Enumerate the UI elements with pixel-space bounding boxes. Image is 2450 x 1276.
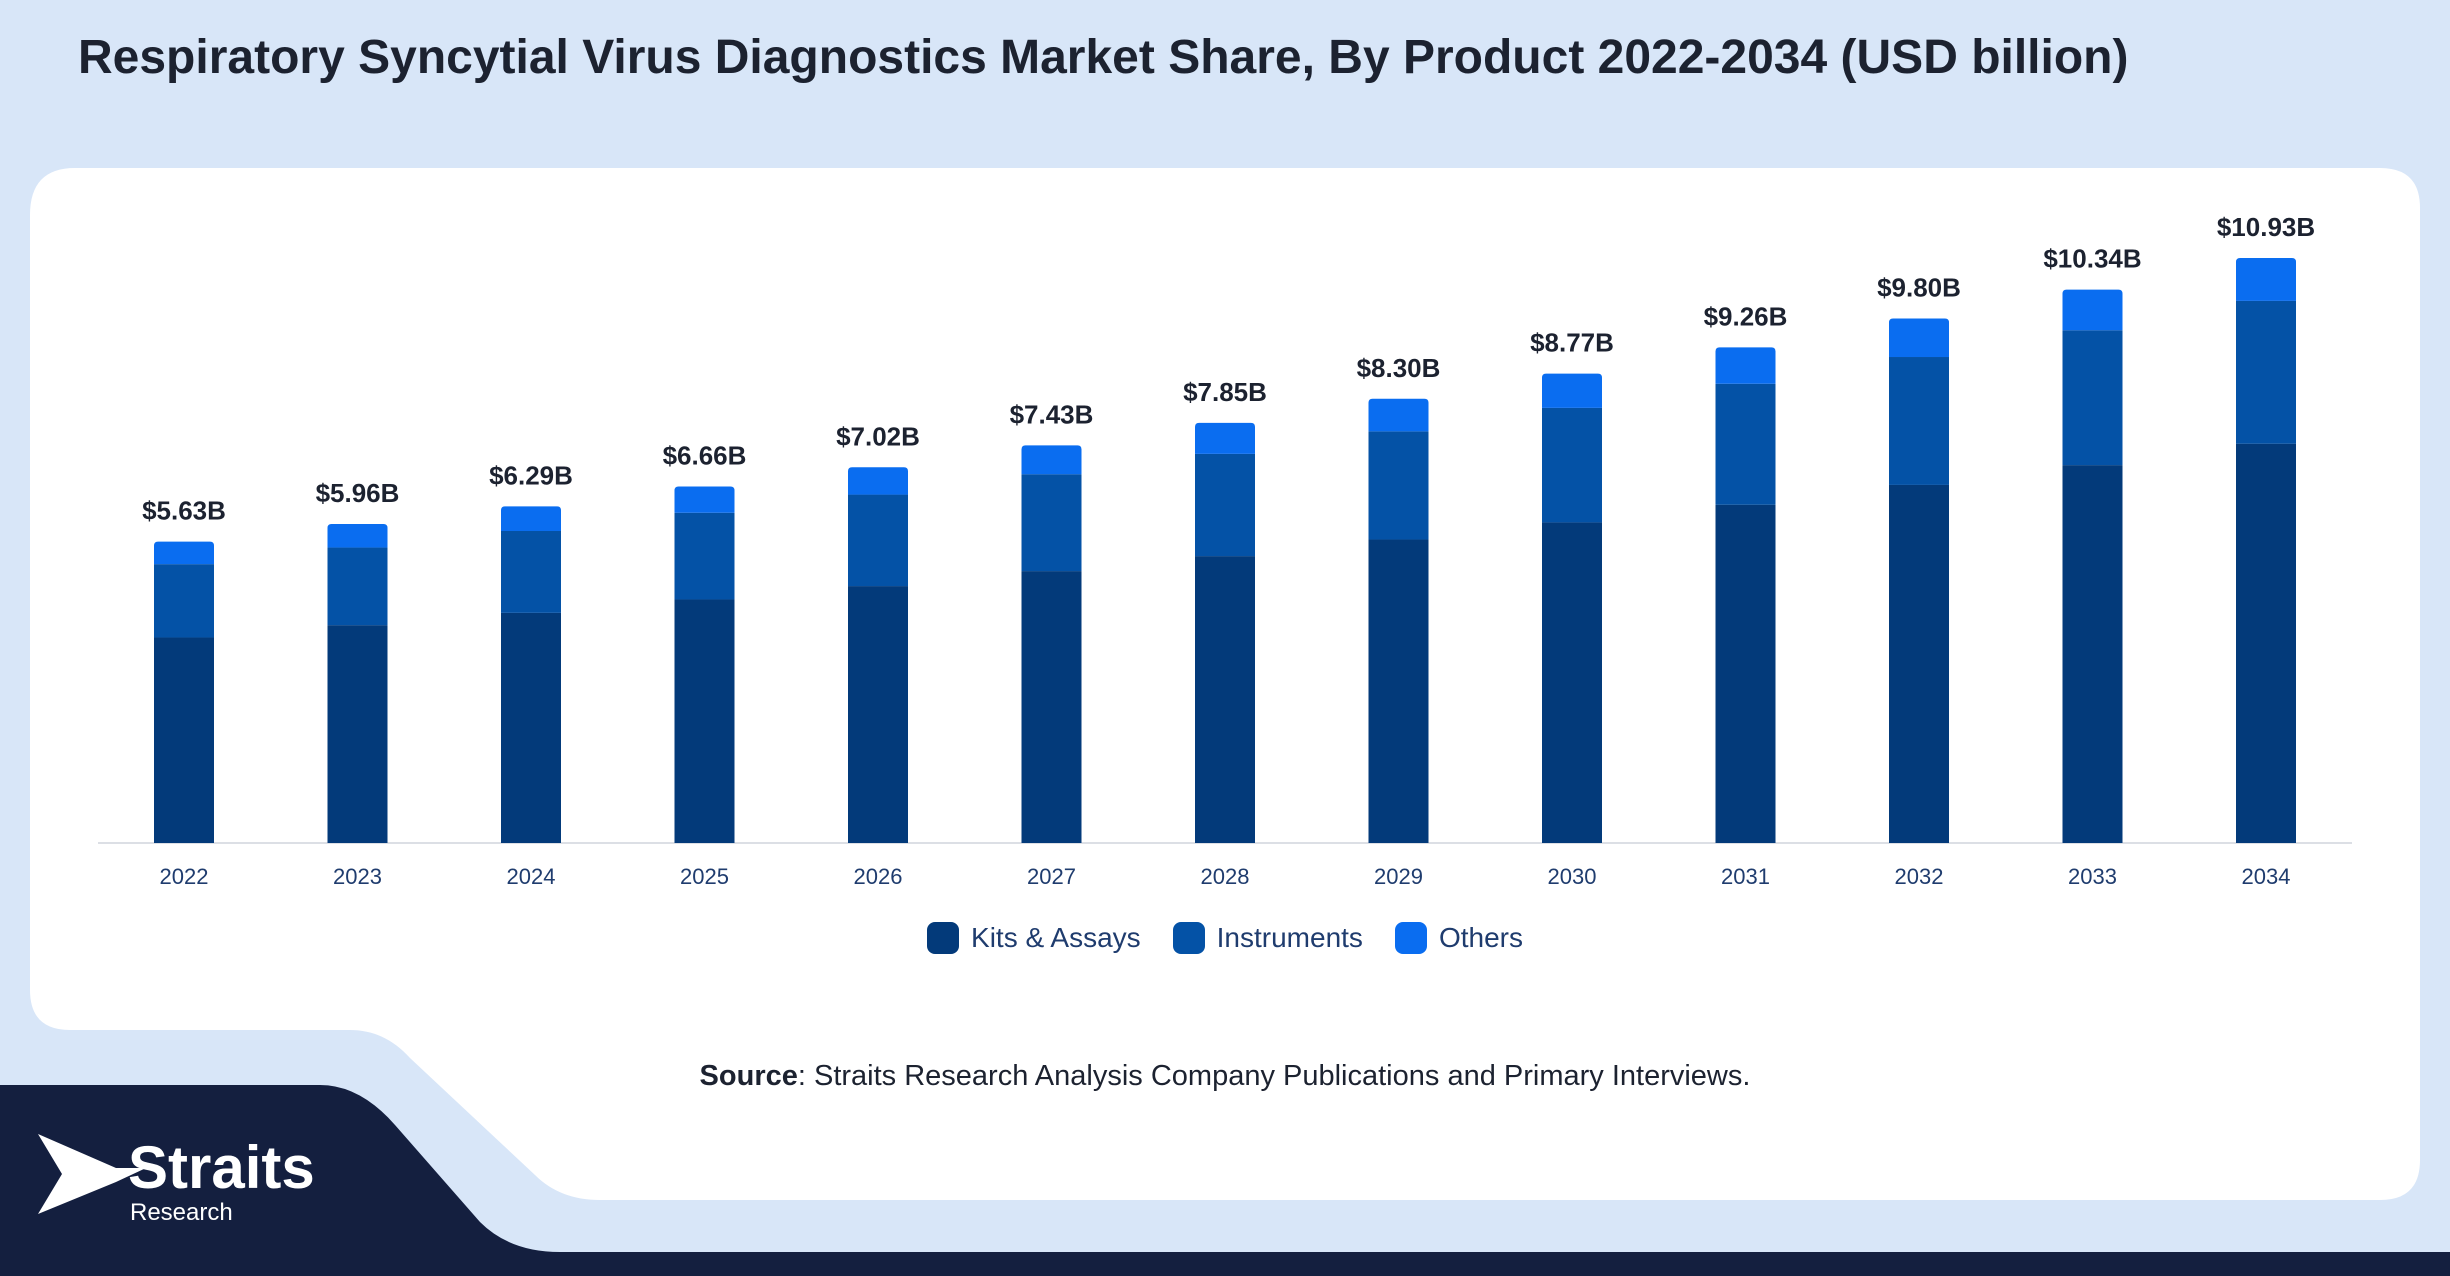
bar-segment	[327, 524, 388, 548]
logo-subtext: Research	[130, 1199, 233, 1226]
x-tick-label: 2026	[854, 864, 903, 889]
bar-segment	[1889, 318, 1949, 358]
bar-segment	[674, 486, 735, 513]
bar-segment	[501, 530, 561, 613]
bar-segment	[1715, 347, 1776, 384]
legend-swatch	[1172, 922, 1205, 954]
legend-label: Kits & Assays	[971, 922, 1141, 953]
bar-segment	[1542, 522, 1602, 843]
bar-segment	[1368, 398, 1429, 432]
bar-segment	[2236, 300, 2296, 444]
bar-total-label: $6.66B	[663, 441, 747, 471]
bar-segment	[2062, 289, 2123, 331]
x-tick-label: 2023	[333, 864, 382, 889]
x-tick-label: 2024	[507, 864, 556, 889]
bar-total-label: $5.96B	[316, 478, 400, 508]
legend-label: Others	[1438, 922, 1523, 953]
bar-segment	[154, 564, 214, 638]
bar-segment	[154, 637, 214, 843]
legend-item: Instruments	[1172, 922, 1363, 954]
bar-segment	[154, 541, 214, 565]
bar-segment	[1195, 556, 1255, 843]
legend-item: Others	[1394, 922, 1523, 954]
legend-swatch	[927, 922, 960, 954]
bar-segment	[848, 467, 908, 495]
bar-total-label: $7.02B	[836, 421, 920, 451]
bar-segment	[2062, 465, 2123, 843]
bar-segment	[1021, 474, 1082, 572]
bar-segment	[1542, 373, 1602, 408]
x-tick-label: 2034	[2242, 864, 2291, 889]
bar-segment	[848, 494, 908, 587]
bar-segment	[674, 599, 735, 843]
bar-total-label: $10.93B	[2217, 212, 2315, 242]
bar-segment	[1195, 422, 1255, 454]
x-tick-label: 2027	[1027, 864, 1076, 889]
bar-total-label: $9.80B	[1877, 272, 1961, 302]
bar-total-label: $7.85B	[1183, 377, 1267, 407]
bar-segment	[1368, 431, 1429, 540]
x-tick-label: 2032	[1895, 864, 1944, 889]
bar-segment	[327, 547, 388, 626]
logo-arrow-icon	[38, 1134, 146, 1214]
bar-segment	[501, 612, 561, 843]
bar-segment	[1542, 407, 1602, 523]
bar-segment	[1368, 539, 1429, 843]
x-tick-label: 2029	[1374, 864, 1423, 889]
bar-segment	[1889, 357, 1949, 485]
legend-item: Kits & Assays	[927, 922, 1141, 954]
chart-title: Respiratory Syncytial Virus Diagnostics …	[78, 31, 2129, 84]
bar-segment	[674, 512, 735, 600]
bar-segment	[2062, 330, 2123, 466]
bar-segment	[1889, 484, 1949, 843]
bar-segment	[1195, 453, 1255, 557]
bar-segment	[1021, 445, 1082, 475]
source-note: Source: Straits Research Analysis Compan…	[0, 1060, 2450, 1093]
bar-total-label: $9.26B	[1704, 301, 1788, 331]
bar-segment	[2236, 443, 2296, 843]
bar-segment	[1021, 571, 1082, 843]
logo-wordmark: Straits	[128, 1134, 315, 1201]
x-tick-label: 2030	[1548, 864, 1597, 889]
source-label: Source	[699, 1060, 798, 1092]
footer-dark-band	[0, 1085, 2450, 1276]
bar-segment	[848, 586, 908, 843]
bar-total-label: $7.43B	[1010, 399, 1094, 429]
bar-segment	[501, 506, 561, 531]
straits-research-logo: Straits Research	[38, 1134, 315, 1226]
x-tick-label: 2025	[680, 864, 729, 889]
bar-segment	[2236, 258, 2296, 301]
legend-swatch	[1394, 922, 1427, 954]
legend-label: Instruments	[1216, 922, 1363, 953]
chart-legend: Kits & Assays Instruments Others	[0, 922, 2450, 954]
bar-total-label: $5.63B	[142, 496, 226, 526]
bar-total-label: $6.29B	[489, 460, 573, 490]
bar-total-label: $8.77B	[1530, 328, 1614, 358]
source-text: : Straits Research Analysis Company Publ…	[797, 1060, 1751, 1092]
bar-total-label: $8.30B	[1357, 353, 1441, 383]
bar-segment	[1715, 504, 1776, 843]
bar-segment	[327, 625, 388, 843]
x-tick-label: 2022	[160, 864, 209, 889]
x-tick-label: 2031	[1721, 864, 1770, 889]
bar-total-label: $10.34B	[2043, 244, 2141, 274]
x-tick-label: 2033	[2068, 864, 2117, 889]
bar-segment	[1715, 383, 1776, 505]
x-tick-label: 2028	[1201, 864, 1250, 889]
